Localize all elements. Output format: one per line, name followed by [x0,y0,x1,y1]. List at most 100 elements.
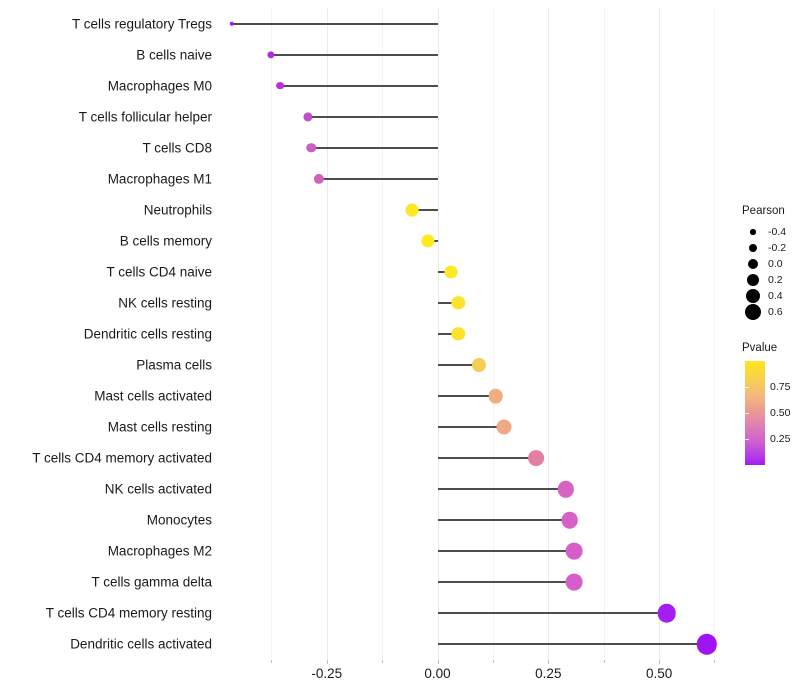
lollipop-stem [437,270,452,273]
lollipop-stem [437,364,479,367]
gridline-minor [492,8,494,660]
legend-pvalue-tick [745,439,749,440]
lollipop-point[interactable] [471,358,486,373]
lollipop-point[interactable] [451,296,466,310]
lollipop-stem [280,84,438,87]
lollipop-point[interactable] [303,112,313,122]
lollipop-point[interactable] [488,388,503,404]
lollipop-point[interactable] [496,419,512,435]
lollipop-point[interactable] [696,634,717,655]
lollipop-stem [231,22,438,25]
legend-pearson-item: 0.6 [742,303,800,321]
x-axis-tick-label: 0.50 [645,666,673,681]
legend-pearson-label: 0.4 [768,290,783,302]
y-axis-labels: T cells regulatory Tregs B cells naive Mac… [0,8,212,660]
legend-pvalue: Pvalue 0.75 0.50 0.25 [742,342,800,465]
legend-pvalue-title: Pvalue [742,342,778,354]
legend-pvalue-tick-label: 0.75 [770,381,791,393]
x-axis-tick [326,660,328,664]
y-axis-tick-label: NK cells resting [118,295,212,311]
x-axis-minor-tick [271,660,273,663]
lollipop-point[interactable] [421,234,435,248]
legend-size-dot [745,288,761,304]
lollipop-stem [437,581,575,584]
gridline-major [659,8,661,660]
y-axis-tick-label: Plasma cells [136,357,212,373]
lollipop-point[interactable] [276,81,285,90]
y-axis-tick-label: Macrophages M1 [107,171,212,186]
x-axis-minor-tick [382,660,384,663]
lollipop-point[interactable] [528,450,544,467]
lollipop-point[interactable] [565,573,583,591]
x-axis-tick [548,660,550,664]
legend-area: Pearson -0.4 -0.2 0.0 0.2 0.4 0.6 Pvalue 0.75… [742,205,800,465]
lollipop-point[interactable] [405,203,419,217]
legend-pearson-label: 0.0 [768,258,783,270]
legend-pvalue-tick [745,413,749,414]
lollipop-stem [437,550,575,553]
lollipop-point[interactable] [657,604,676,623]
legend-pearson-label: -0.4 [768,226,787,238]
lollipop-point[interactable] [565,542,583,560]
y-axis-tick-label: Mast cells resting [107,419,212,435]
gridline-minor [714,8,716,660]
lollipop-point[interactable] [229,21,234,26]
lollipop-point[interactable] [451,327,466,341]
legend-pearson-swatch [742,273,764,287]
y-axis-tick-label: T cells follicular helper [78,108,212,124]
legend-pearson-item: -0.2 [742,240,800,256]
y-axis-tick-label: T cells CD4 naive [106,264,212,280]
lollipop-stem [311,146,438,149]
y-axis-tick-label: T cells CD4 memory activated [32,450,212,466]
gridline-minor [382,8,384,660]
legend-size-dot [750,229,756,235]
legend-pearson-label: 0.2 [768,274,783,286]
legend-pvalue-colorbar-wrap: 0.75 0.50 0.25 [742,361,798,465]
legend-pearson-swatch [742,229,764,235]
lollipop-point[interactable] [306,142,317,153]
lollipop-point[interactable] [557,481,575,498]
legend-pearson-swatch [742,244,764,252]
lollipop-stem [437,301,459,304]
legend-pearson-label: 0.6 [768,306,783,318]
legend-pvalue-tick-label: 0.50 [770,407,791,419]
legend-size-dot [744,303,762,321]
lollipop-point[interactable] [267,50,275,59]
lollipop-point[interactable] [313,173,324,184]
lollipop-stem [437,426,504,429]
lollipop-point[interactable] [444,265,458,279]
gridline-major [548,8,550,660]
lollipop-stem [270,53,438,56]
lollipop-stem [437,395,496,398]
lollipop-stem [437,612,667,615]
y-axis-tick-label: Macrophages M0 [107,77,212,93]
legend-size-dot [749,244,757,252]
gridline-major [326,8,328,660]
x-axis-tick-label: 0.25 [535,666,562,681]
lollipop-stem [437,457,536,460]
lollipop-stem [412,208,438,211]
y-axis-tick-label: Dendritic cells resting [83,326,212,342]
y-axis-tick-label: B cells memory [119,233,212,249]
y-axis-tick-label: B cells naive [136,46,212,62]
x-axis-minor-tick [492,660,494,663]
lollipop-stem [437,519,570,522]
y-axis-tick-label: Dendritic cells activated [70,636,212,652]
lollipop-stem [307,115,438,118]
legend-pvalue-tick [745,387,749,388]
legend-pearson-swatch [742,288,764,304]
y-axis-tick-label: Macrophages M2 [107,543,212,559]
lollipop-stem [318,177,438,180]
legend-pearson: Pearson -0.4 -0.2 0.0 0.2 0.4 0.6 [742,205,800,321]
x-axis-tick [659,660,661,664]
lollipop-stem [437,488,567,491]
gridline-minor [271,8,273,660]
legend-size-dot [747,258,759,270]
legend-pearson-item: 0.2 [742,272,800,288]
lollipop-point[interactable] [561,511,578,529]
legend-pearson-items: -0.4 -0.2 0.0 0.2 0.4 0.6 [742,224,800,321]
legend-pearson-swatch [742,303,764,321]
lollipop-stem [437,643,707,646]
y-axis-tick-label: T cells CD8 [142,139,212,155]
